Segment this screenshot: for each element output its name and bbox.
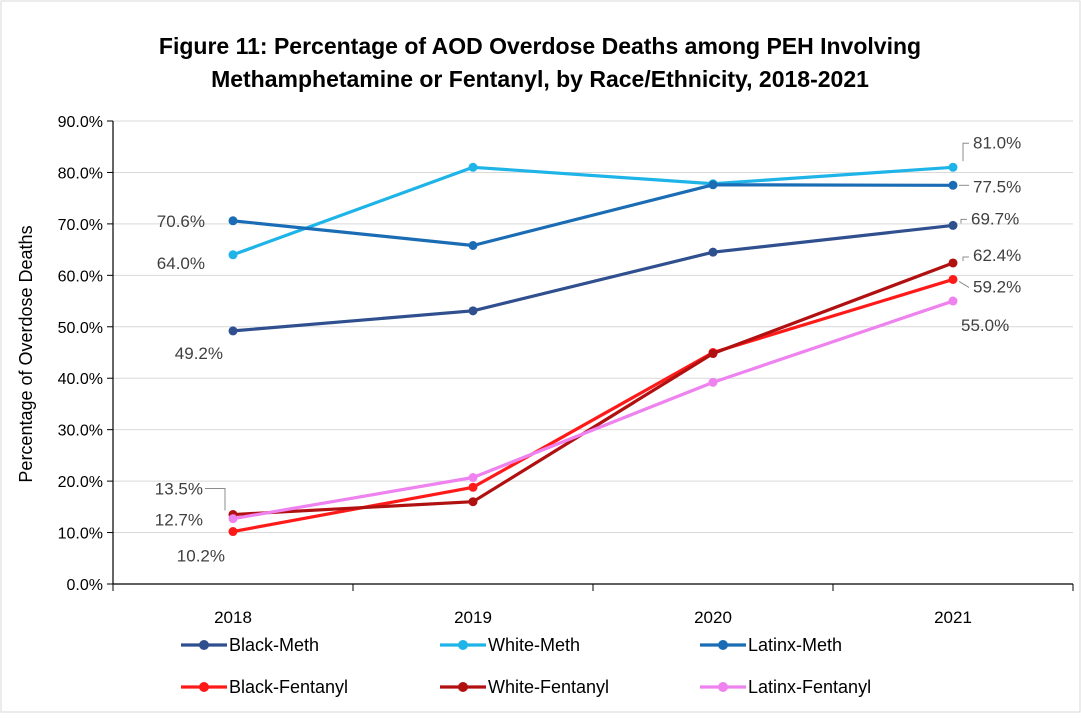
legend-item-black-meth: Black-Meth [181, 635, 319, 655]
data-label-leader [958, 281, 970, 288]
legend-marker [199, 682, 209, 692]
legend: Black-Meth White-Meth Latinx-Meth Black-Fen… [181, 635, 871, 697]
legend-label: Black-Meth [229, 635, 319, 655]
data-point-white-meth [948, 162, 958, 172]
series-white-meth [228, 162, 958, 260]
x-tick-label: 2018 [214, 608, 252, 627]
legend-label: White-Fentanyl [488, 677, 609, 697]
data-label: 69.7% [971, 209, 1019, 228]
y-tick-label: 90.0% [58, 114, 103, 131]
legend-label: White-Meth [488, 635, 580, 655]
chart-title-line-1: Figure 11: Percentage of AOD Overdose De… [159, 33, 921, 59]
data-label: 62.4% [973, 246, 1021, 265]
legend-item-latinx-meth: Latinx-Meth [700, 635, 842, 655]
data-point-latinx-meth [708, 180, 718, 190]
data-label: 12.7% [155, 511, 203, 530]
data-point-latinx-fentanyl [468, 473, 478, 483]
series-line-white-meth [232, 165, 954, 257]
x-tick-label: 2021 [934, 608, 972, 627]
legend-item-latinx-fentanyl: Latinx-Fentanyl [700, 677, 871, 697]
data-label: 64.0% [157, 254, 205, 273]
data-point-black-fentanyl [228, 527, 238, 537]
data-label-leader [962, 142, 969, 162]
data-point-black-meth [708, 247, 718, 257]
data-label-leader [962, 256, 969, 261]
series-line-black-meth [232, 223, 954, 333]
y-tick-label: 0.0% [67, 577, 103, 594]
legend-marker [199, 640, 209, 650]
axes: 0.0% 10.0% 20.0% 30.0% 40.0% 50.0% 60.0% 70.0% 8… [58, 114, 1074, 627]
series-line-white-fentanyl [232, 261, 954, 517]
series-latinx-fentanyl [228, 296, 958, 524]
data-point-black-meth [948, 220, 958, 230]
data-label: 55.0% [961, 316, 1009, 335]
y-tick-label: 40.0% [58, 371, 103, 388]
data-point-black-fentanyl [468, 482, 478, 492]
legend-item-white-fentanyl: White-Fentanyl [440, 677, 609, 697]
data-label-leader [960, 218, 967, 224]
x-tick-label: 2019 [454, 608, 492, 627]
data-point-black-fentanyl [948, 274, 958, 284]
series-latinx-meth [228, 180, 958, 250]
data-label: 13.5% [155, 480, 203, 499]
legend-label: Latinx-Meth [748, 635, 842, 655]
chart-title-line-2: Methamphetamine or Fentanyl, by Race/Eth… [211, 66, 869, 92]
data-point-white-meth [228, 250, 238, 260]
data-label: 59.2% [973, 277, 1021, 296]
series-line-latinx-meth [232, 183, 954, 248]
series-white-fentanyl [228, 258, 958, 520]
legend-label: Latinx-Fentanyl [748, 677, 871, 697]
y-tick-label: 80.0% [58, 165, 103, 182]
data-point-latinx-meth [228, 216, 238, 226]
x-tick-label: 2020 [694, 608, 732, 627]
data-point-black-meth [228, 326, 238, 336]
data-label: 49.2% [175, 344, 223, 363]
legend-marker [718, 640, 728, 650]
y-tick-label: 30.0% [58, 423, 103, 440]
legend-marker [718, 682, 728, 692]
data-point-white-fentanyl [708, 349, 718, 359]
legend-item-black-fentanyl: Black-Fentanyl [181, 677, 348, 697]
y-tick-label: 20.0% [58, 474, 103, 491]
data-label-leader [205, 488, 226, 511]
data-point-latinx-fentanyl [708, 377, 718, 387]
data-point-latinx-fentanyl [228, 514, 238, 524]
data-point-latinx-meth [468, 240, 478, 250]
legend-item-white-meth: White-Meth [440, 635, 580, 655]
y-axis-label: Percentage of Overdose Deaths [16, 225, 36, 482]
series-layer [228, 162, 958, 537]
data-point-white-fentanyl [948, 258, 958, 268]
y-tick-label: 10.0% [58, 526, 103, 543]
data-point-white-meth [468, 162, 478, 172]
data-label: 81.0% [973, 133, 1021, 152]
data-point-white-fentanyl [468, 497, 478, 507]
series-black-meth [228, 220, 958, 336]
legend-label: Black-Fentanyl [229, 677, 348, 697]
data-point-latinx-meth [948, 180, 958, 190]
legend-marker [458, 682, 468, 692]
data-label: 77.5% [973, 177, 1021, 196]
data-point-black-meth [468, 306, 478, 316]
y-tick-label: 70.0% [58, 217, 103, 234]
y-tick-label: 60.0% [58, 268, 103, 285]
y-tick-label: 50.0% [58, 320, 103, 337]
data-label: 10.2% [177, 547, 225, 566]
legend-marker [458, 640, 468, 650]
data-labels: 70.6% 64.0% 49.2% 13.5% 12.7% 10.2% 81.0% 77.5%… [155, 133, 1021, 565]
data-label: 70.6% [157, 212, 205, 231]
data-point-latinx-fentanyl [948, 296, 958, 306]
series-line-latinx-fentanyl [232, 299, 954, 521]
